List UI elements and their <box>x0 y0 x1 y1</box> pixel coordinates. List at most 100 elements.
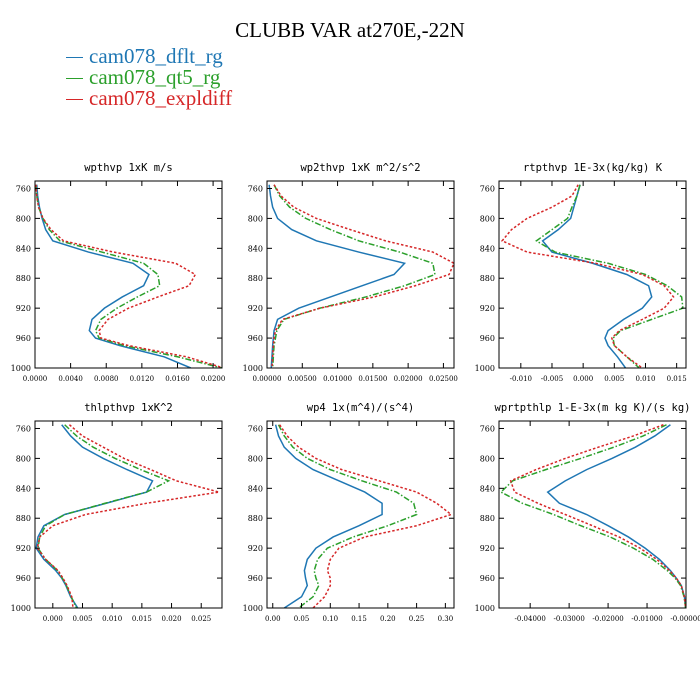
panel-title: thlpthvp 1xK^2 <box>84 402 173 414</box>
panel-title: wprtpthlp 1-E-3x(m kg K)/(s kg) <box>495 402 691 414</box>
y-tick-label: 920 <box>248 304 263 313</box>
legend-item-expldiff: cam078_expldiff <box>66 88 232 109</box>
x-tick-label: 0.30 <box>438 615 454 623</box>
panel-4: thlpthvp 1xK^2 760 800 840 880 920 960 1000 0.00… <box>11 402 223 623</box>
x-tick-label: 0.0000 <box>23 375 48 383</box>
x-tick-label: -0.005 <box>541 375 563 383</box>
plot-frame <box>498 180 687 369</box>
x-tick-label: 0.15 <box>351 615 367 623</box>
x-tick-label: 0.000 <box>43 615 63 623</box>
y-tick-label: 960 <box>480 574 495 583</box>
x-tick-label: 0.00000 <box>253 375 282 383</box>
legend-swatch-expldiff <box>66 99 83 100</box>
x-tick-label: 0.0160 <box>165 375 190 383</box>
y-tick-label: 840 <box>480 484 495 493</box>
panel-6: wprtpthlp 1-E-3x(m kg K)/(s kg) 760 800 840… <box>475 402 700 623</box>
series-line-3 <box>509 424 686 608</box>
y-tick-label: 880 <box>480 514 495 523</box>
y-tick-label: 880 <box>16 274 31 283</box>
x-tick-label: -0.00000 <box>670 615 700 623</box>
x-tick-label: 0.05 <box>294 615 310 623</box>
legend-item-dflt: cam078_dflt_rg <box>66 46 232 67</box>
panel-1: wpthvp 1xK m/s 760 800 840 880 920 960 1000 0.00… <box>11 162 226 383</box>
plot-frame <box>498 420 687 609</box>
series-line-1 <box>35 424 154 608</box>
series-line-1 <box>541 184 653 368</box>
x-tick-label: 0.0200 <box>201 375 226 383</box>
x-tick-label: 0.010 <box>635 375 655 383</box>
series-line-2 <box>499 424 686 608</box>
y-tick-label: 760 <box>480 184 495 193</box>
x-tick-label: 0.025 <box>191 615 211 623</box>
x-tick-label: 0.0040 <box>58 375 83 383</box>
x-tick-label: 0.0080 <box>94 375 119 383</box>
y-tick-label: 800 <box>248 454 263 463</box>
y-tick-label: 920 <box>480 544 495 553</box>
x-tick-label: 0.01500 <box>358 375 387 383</box>
y-tick-label: 920 <box>16 544 31 553</box>
y-tick-label: 960 <box>248 334 263 343</box>
x-tick-label: 0.010 <box>102 615 122 623</box>
y-tick-label: 880 <box>248 514 263 523</box>
x-tick-label: -0.02000 <box>592 615 623 623</box>
x-tick-label: -0.010 <box>510 375 532 383</box>
y-tick-label: 1000 <box>475 364 495 373</box>
y-tick-label: 760 <box>480 424 495 433</box>
x-tick-label: 0.01000 <box>323 375 352 383</box>
x-tick-label: -0.01000 <box>631 615 662 623</box>
x-tick-label: 0.005 <box>604 375 624 383</box>
x-tick-label: 0.015 <box>667 375 687 383</box>
y-tick-label: 840 <box>248 484 263 493</box>
y-tick-label: 1000 <box>243 604 263 613</box>
y-tick-label: 880 <box>248 274 263 283</box>
y-tick-label: 920 <box>16 304 31 313</box>
series-line-1 <box>546 424 686 608</box>
series-line-3 <box>36 424 220 608</box>
y-tick-label: 960 <box>248 574 263 583</box>
y-tick-label: 800 <box>16 454 31 463</box>
panel-title: wp4 1x(m^4)/(s^4) <box>307 402 414 414</box>
series-line-2 <box>535 184 684 368</box>
x-tick-label: 0.20 <box>380 615 396 623</box>
y-tick-label: 840 <box>248 244 263 253</box>
series-line-3 <box>279 424 453 608</box>
y-tick-label: 1000 <box>475 604 495 613</box>
y-tick-label: 880 <box>480 274 495 283</box>
x-tick-label: 0.00 <box>265 615 281 623</box>
x-tick-label: 0.00500 <box>288 375 317 383</box>
series-line-1 <box>268 184 407 368</box>
series-line-3 <box>271 184 454 368</box>
y-tick-label: 800 <box>480 454 495 463</box>
legend-item-qt5: cam078_qt5_rg <box>66 67 232 88</box>
x-tick-label: -0.04000 <box>515 615 546 623</box>
x-tick-label: 0.020 <box>162 615 182 623</box>
y-tick-label: 960 <box>16 334 31 343</box>
series-line-2 <box>271 184 436 368</box>
legend-label-expldiff: cam078_expldiff <box>89 86 233 110</box>
y-tick-label: 960 <box>16 574 31 583</box>
y-tick-label: 880 <box>16 514 31 523</box>
x-tick-label: 0.005 <box>72 615 92 623</box>
series-line-3 <box>35 184 222 368</box>
y-tick-label: 1000 <box>243 364 263 373</box>
y-tick-label: 800 <box>248 214 263 223</box>
x-tick-label: 0.02500 <box>429 375 458 383</box>
y-tick-label: 800 <box>16 214 31 223</box>
x-tick-label: 0.10 <box>322 615 338 623</box>
x-tick-label: 0.25 <box>409 615 425 623</box>
y-tick-label: 760 <box>16 424 31 433</box>
series-line-3 <box>500 184 675 368</box>
legend-swatch-dflt <box>66 57 83 58</box>
series-line-2 <box>277 424 418 608</box>
y-tick-label: 840 <box>480 244 495 253</box>
legend: cam078_dflt_rg cam078_qt5_rg cam078_expl… <box>66 46 232 109</box>
legend-label-qt5: cam078_qt5_rg <box>89 65 221 89</box>
series-line-1 <box>274 424 383 608</box>
x-tick-label: -0.03000 <box>553 615 584 623</box>
panel-title: wpthvp 1xK m/s <box>84 162 173 174</box>
x-tick-label: 0.015 <box>132 615 152 623</box>
x-tick-label: 0.0120 <box>130 375 155 383</box>
y-tick-label: 1000 <box>11 604 31 613</box>
x-tick-label: 0.02000 <box>394 375 423 383</box>
